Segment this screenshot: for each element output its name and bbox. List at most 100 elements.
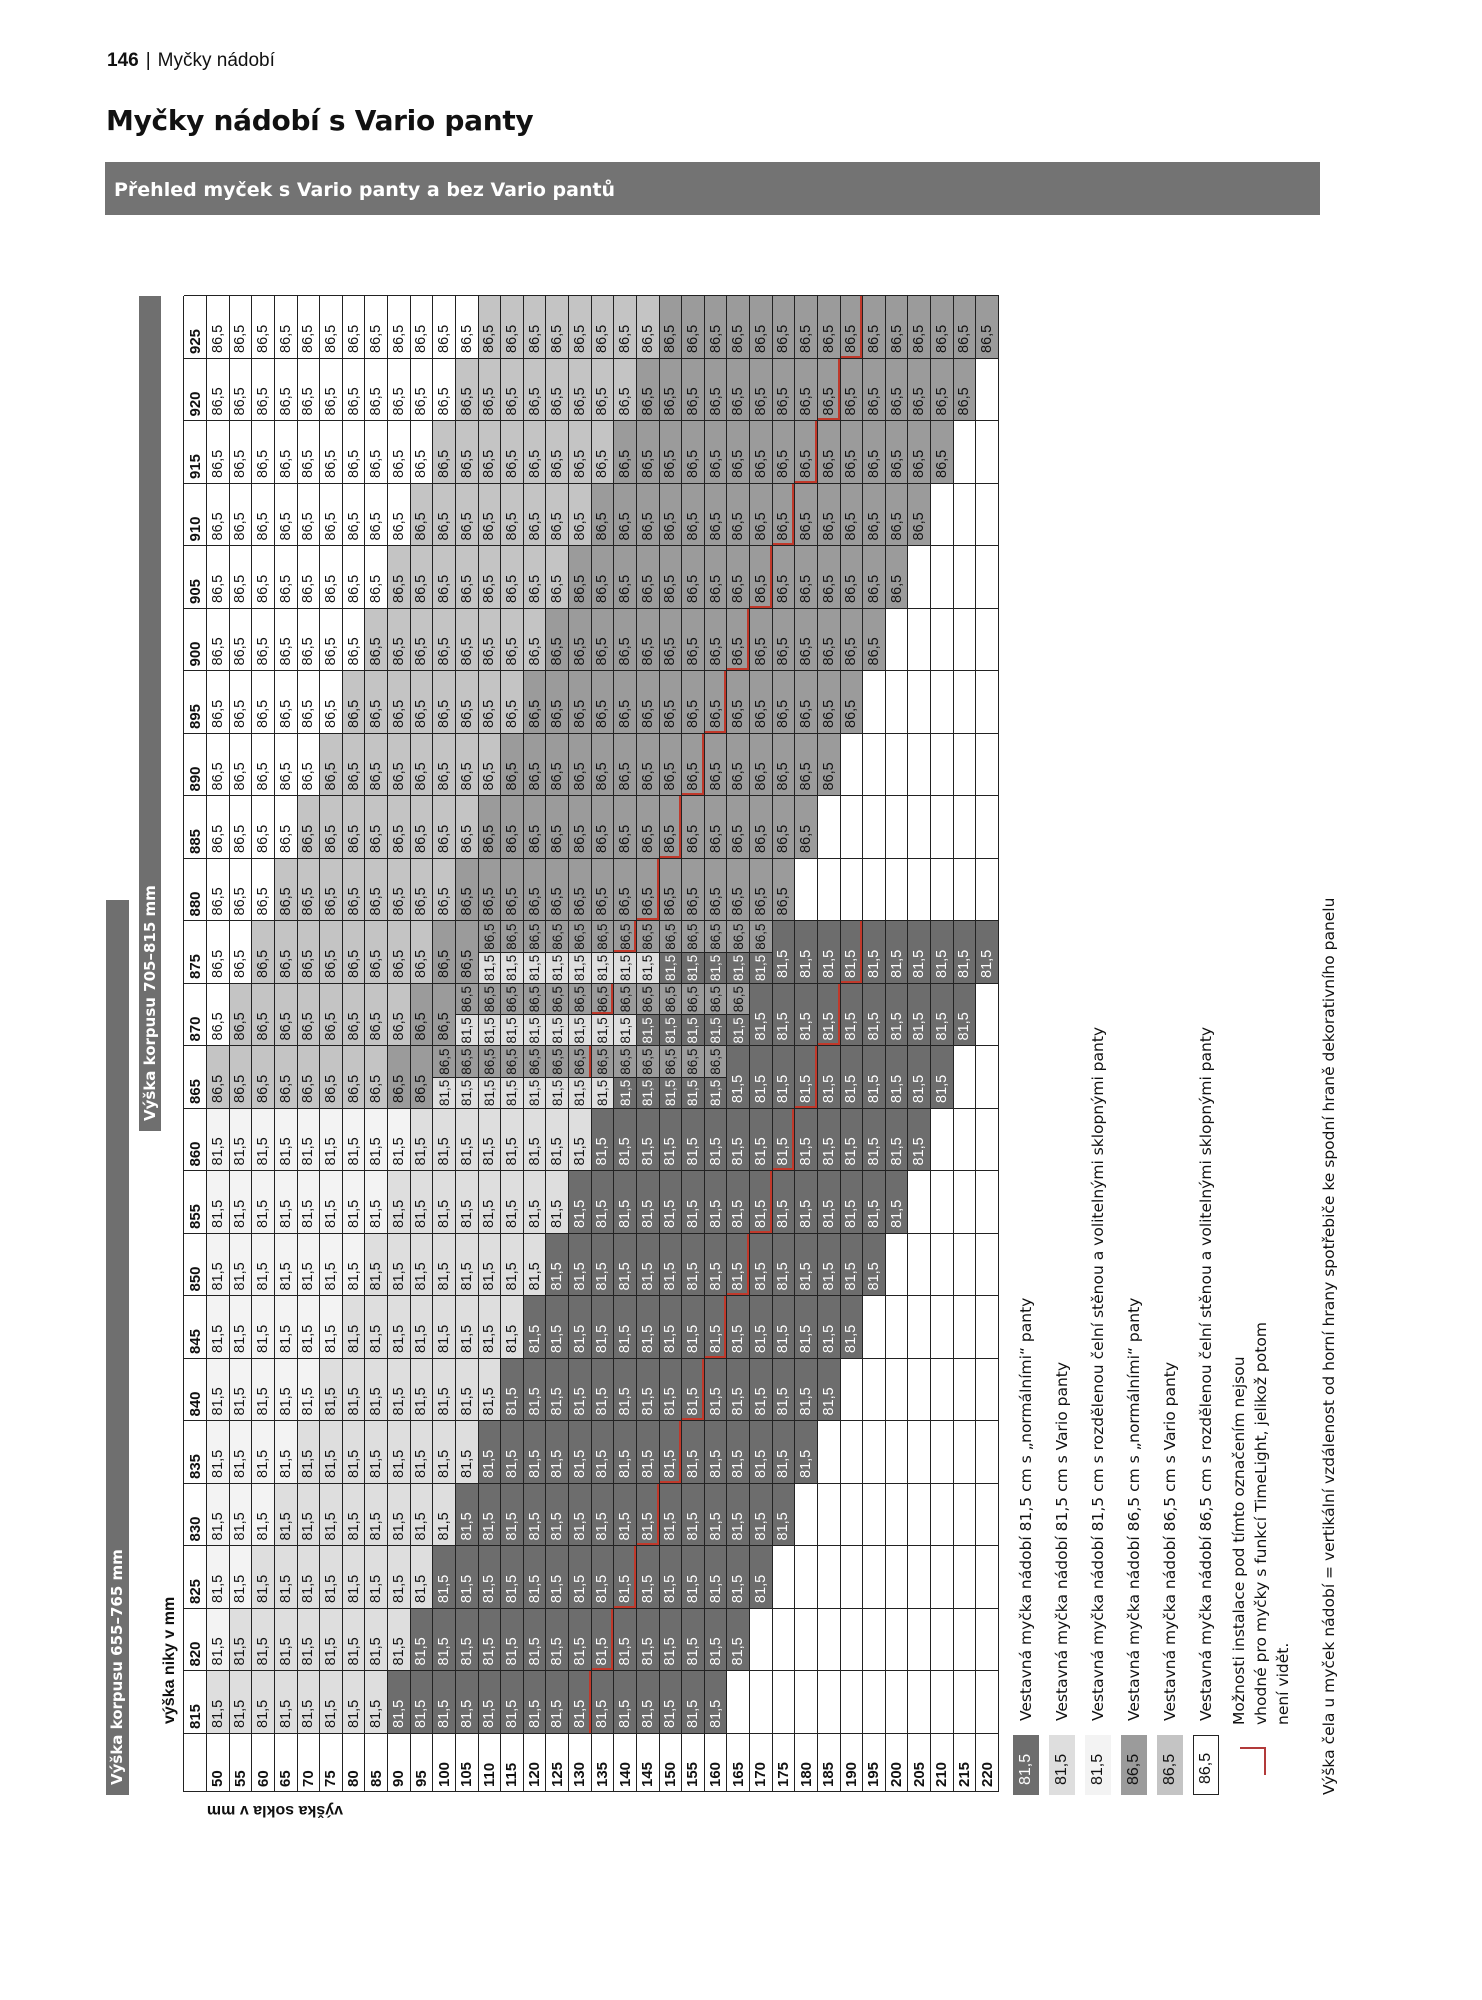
cell-value-81-5: 81,5	[523, 1671, 546, 1733]
table-cell: 81,5	[252, 1358, 275, 1421]
table-cell	[795, 1670, 818, 1733]
table-cell: 81,5	[501, 1358, 524, 1421]
table-cell: 86,5	[433, 983, 456, 1046]
table-cell: 86,5	[614, 295, 637, 358]
cell-value-86-5: 86,5	[297, 421, 320, 483]
table-cell	[908, 670, 931, 733]
table-cell: 81,5	[840, 1108, 864, 1171]
table-cell: 81,5	[591, 1545, 615, 1608]
page-title: Myčky nádobí s Vario panty	[106, 104, 534, 137]
table-cell: 81,5	[410, 1170, 434, 1233]
table-cell: 81,5	[297, 1295, 321, 1358]
table-cell: 86,5	[727, 608, 750, 671]
cell-value-86-5: 86,5	[795, 734, 817, 796]
table-cell: 81,5 86,5	[727, 983, 750, 1046]
cell-value-86-5: 86,5	[433, 921, 455, 983]
cell-value-81-5: 81,5	[704, 1015, 727, 1046]
table-cell: 86,5	[546, 483, 569, 546]
cell-value-86-5: 86,5	[659, 1046, 682, 1078]
table-cell: 81,5	[840, 1295, 864, 1358]
cell-value-81-5: 81,5	[614, 952, 636, 983]
cell-value-86-5: 86,5	[953, 359, 976, 421]
cell-value-86-5: 86,5	[772, 859, 795, 921]
cell-value-81-5: 81,5	[297, 1671, 320, 1733]
table-cell: 81,5	[297, 1483, 321, 1546]
table-cell: 86,5	[772, 483, 796, 546]
cell-value-86-5: 86,5	[523, 984, 546, 1016]
cell-value-81-5: 81,5	[682, 1234, 704, 1296]
cell-value-81-5: 81,5	[704, 1359, 727, 1421]
cell-value-81-5: 81,5	[478, 1421, 501, 1483]
table-cell: 86,5	[546, 608, 569, 671]
table-cell: 81,5	[478, 1233, 502, 1296]
cell-value-81-5: 81,5	[817, 921, 840, 983]
table-cell: 81,5	[772, 1358, 796, 1421]
cell-value-86-5: 86,5	[704, 359, 727, 421]
cell-value-81-5: 81,5	[433, 1077, 455, 1108]
plinth-row-header: 90	[388, 1733, 411, 1791]
cell-value-86-5: 86,5	[252, 859, 274, 921]
cell-value-86-5: 86,5	[252, 1046, 274, 1108]
table-cell: 81,5	[297, 1670, 321, 1733]
cell-value-81-5: 81,5	[614, 1546, 636, 1608]
table-cell: 86,5	[953, 295, 977, 358]
cell-value-86-5: 86,5	[342, 796, 365, 858]
cell-value-86-5: 86,5	[523, 1046, 546, 1078]
cell-value-81-5: 81,5	[636, 1171, 659, 1233]
table-cell: 86,5	[659, 545, 683, 608]
table-cell	[953, 1545, 977, 1608]
table-cell: 81,5	[297, 1233, 321, 1296]
cell-value-86-5: 86,5	[795, 296, 817, 358]
cell-value-86-5: 86,5	[207, 484, 229, 546]
cell-value-86-5: 86,5	[320, 484, 342, 546]
table-cell	[953, 1045, 977, 1108]
cell-value-81-5: 81,5	[207, 1296, 229, 1358]
table-cell: 81,5	[274, 1295, 298, 1358]
table-cell	[908, 795, 931, 858]
cell-value-86-5: 86,5	[546, 859, 568, 921]
cell-value-86-5: 86,5	[342, 421, 365, 483]
cell-value-81-5: 81,5	[433, 1296, 455, 1358]
cell-value-81-5: 81,5	[614, 1015, 636, 1046]
legend-swatch: 81,5	[1049, 1735, 1075, 1795]
table-cell: 81,5	[704, 1358, 728, 1421]
table-cell: 81,5	[659, 1108, 683, 1171]
table-cell: 86,5	[455, 858, 479, 921]
cell-value-81-5: 81,5	[546, 1359, 568, 1421]
table-cell: 81,5 86,5	[659, 983, 683, 1046]
table-cell: 81,5	[252, 1545, 275, 1608]
table-cell: 81,5	[863, 920, 886, 983]
cell-value-81-5: 81,5	[953, 984, 976, 1046]
cell-value-81-5: 81,5	[546, 1546, 568, 1608]
cell-value-81-5: 81,5	[727, 1015, 749, 1046]
table-cell: 81,5	[297, 1608, 321, 1671]
cell-value-86-5: 86,5	[501, 359, 523, 421]
table-cell	[863, 1420, 886, 1483]
table-cell: 86,5	[750, 608, 773, 671]
table-cell: 81,5	[569, 1545, 592, 1608]
cell-value-81-5: 81,5	[795, 1296, 817, 1358]
table-cell: 86,5	[682, 295, 705, 358]
cell-value-86-5: 86,5	[207, 1046, 229, 1108]
cell-value-86-5: 86,5	[274, 609, 297, 671]
table-cell: 81,5	[410, 1545, 434, 1608]
table-cell: 86,5	[546, 795, 569, 858]
cell-value-86-5: 86,5	[659, 359, 682, 421]
cell-value-86-5: 86,5	[229, 296, 252, 358]
table-cell: 86,5	[795, 483, 818, 546]
cell-value-81-5: 81,5	[591, 1609, 614, 1671]
table-cell	[908, 1295, 931, 1358]
cell-value-81-5: 81,5	[931, 921, 953, 983]
cell-value-86-5: 86,5	[659, 421, 682, 483]
table-cell: 86,5	[320, 795, 343, 858]
cell-value-86-5: 86,5	[659, 484, 682, 546]
cell-value-86-5: 86,5	[320, 296, 342, 358]
table-cell	[885, 1483, 909, 1546]
table-cell: 81,5	[365, 1170, 388, 1233]
table-cell: 86,5	[388, 733, 411, 796]
cell-value-81-5: 81,5	[274, 1109, 297, 1171]
table-cell: 81,5 86,5	[501, 983, 524, 1046]
table-cell	[840, 1483, 864, 1546]
table-cell: 81,5	[274, 1483, 298, 1546]
table-cell: 81,5	[252, 1420, 275, 1483]
